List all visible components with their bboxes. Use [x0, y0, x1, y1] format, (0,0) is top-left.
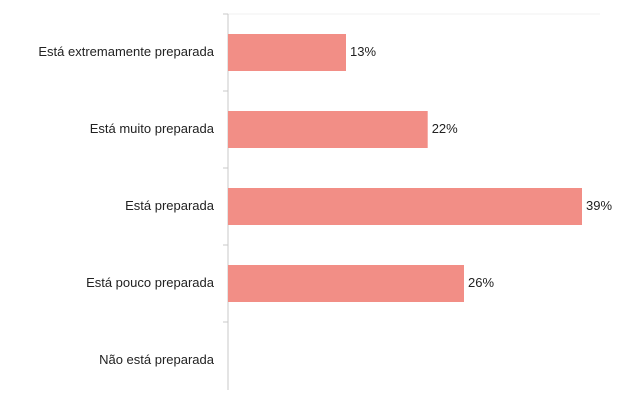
- bar: [228, 34, 346, 71]
- category-label: Não está preparada: [99, 352, 215, 367]
- bar: [228, 111, 428, 148]
- category-label: Está extremamente preparada: [38, 44, 214, 59]
- category-labels-group: Está extremamente preparada Está muito pr…: [38, 44, 214, 367]
- data-labels-group: 13% 22% 39% 26%: [350, 44, 612, 290]
- data-label: 39%: [586, 198, 612, 213]
- bars-group: [228, 34, 582, 302]
- bar: [228, 265, 464, 302]
- data-label: 13%: [350, 44, 376, 59]
- category-label: Está muito preparada: [90, 121, 215, 136]
- data-label: 26%: [468, 275, 494, 290]
- data-label: 22%: [432, 121, 458, 136]
- bar: [228, 188, 582, 225]
- axis-ticks: [223, 13, 228, 323]
- category-label: Está pouco preparada: [86, 275, 215, 290]
- category-label: Está preparada: [125, 198, 215, 213]
